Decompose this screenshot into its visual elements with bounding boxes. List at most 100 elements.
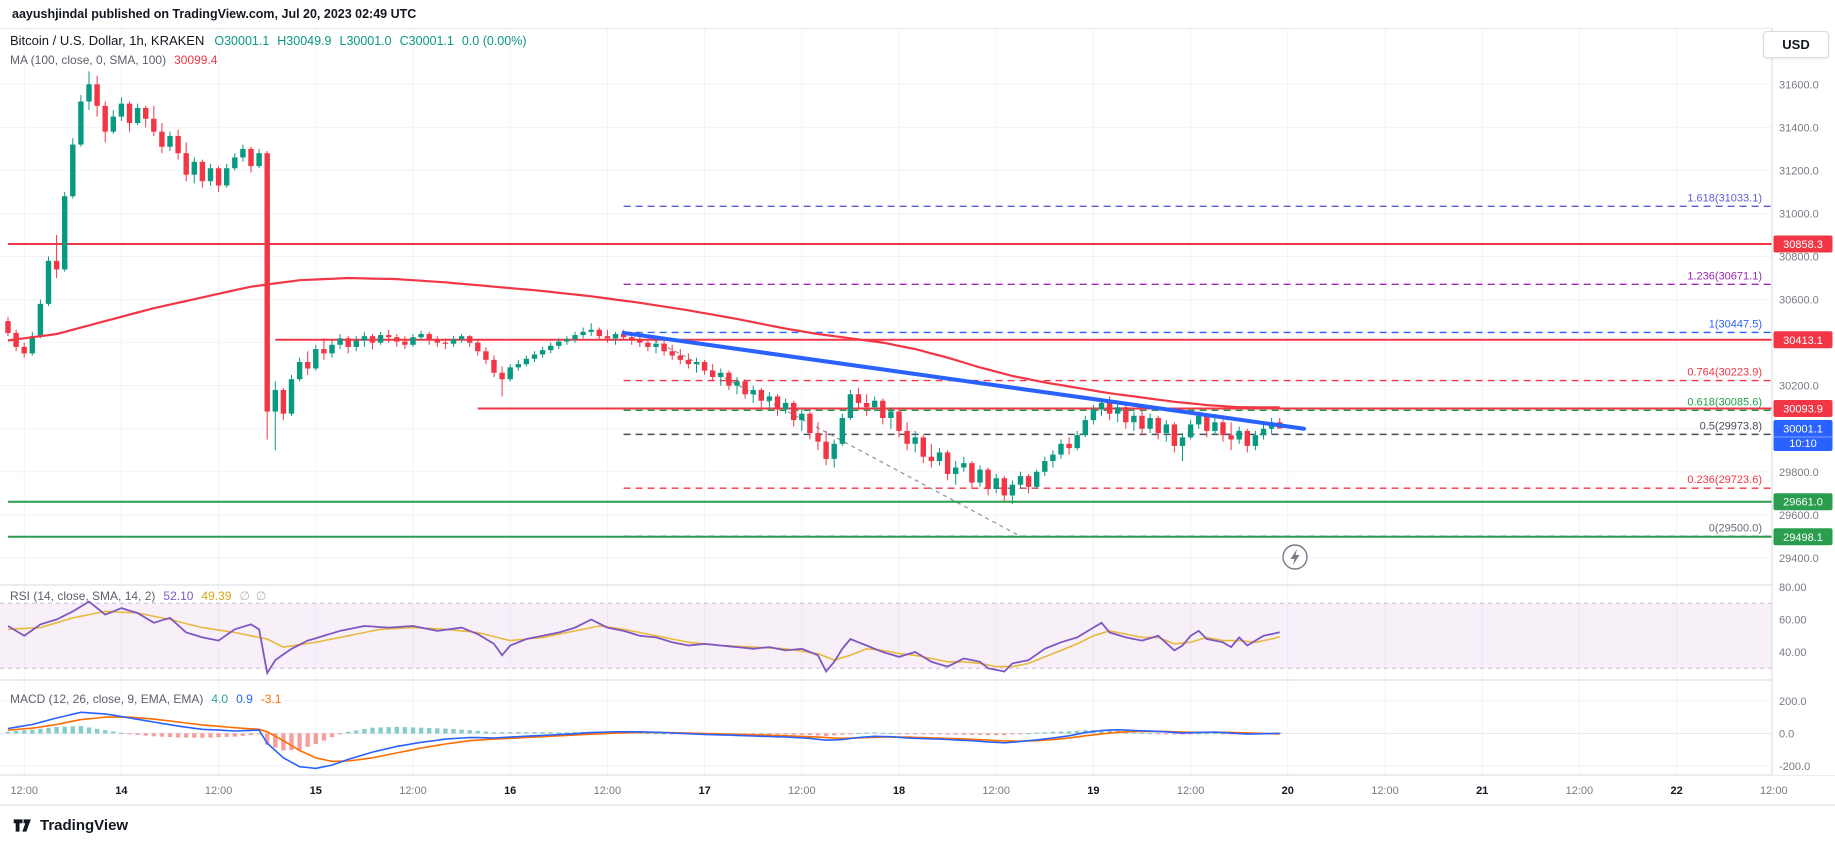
time-tick: 12:00 bbox=[594, 785, 622, 797]
time-tick: 17 bbox=[698, 785, 710, 797]
realtime-button[interactable] bbox=[1282, 544, 1308, 570]
macd-hist-value: 4.0 bbox=[211, 692, 229, 706]
macd-signal-line bbox=[7, 716, 1280, 763]
price-tag bbox=[1773, 493, 1833, 511]
rsi-line bbox=[7, 600, 1280, 676]
ohlc-low: L30001.0 bbox=[339, 34, 392, 48]
price-scale-drag-area[interactable] bbox=[1772, 28, 1835, 775]
fib-level-label-1.236: 1.236(30671.1) bbox=[1687, 270, 1762, 282]
macd-line-value: 0.9 bbox=[236, 692, 253, 706]
price-tick: 30200.0 bbox=[1779, 381, 1819, 393]
price-tag bbox=[1773, 235, 1833, 253]
price-tick: 31600.0 bbox=[1779, 79, 1819, 91]
current-price-label: 30001.1 bbox=[1783, 423, 1823, 435]
price-tick: 29400.0 bbox=[1779, 553, 1819, 565]
price-tag bbox=[1773, 331, 1833, 349]
macd-histogram bbox=[5, 726, 1282, 751]
rsi-tick: 40.00 bbox=[1779, 647, 1807, 659]
rsi-ma-line bbox=[7, 610, 1280, 668]
time-tick: 22 bbox=[1670, 785, 1682, 797]
ohlc-high: H30049.9 bbox=[277, 34, 332, 48]
currency-usd-button[interactable]: USD bbox=[1763, 31, 1829, 58]
rsi-value: 52.10 bbox=[163, 589, 194, 603]
bar-countdown: 10:10 bbox=[1789, 438, 1817, 450]
time-tick: 12:00 bbox=[982, 785, 1010, 797]
price-tick: 31400.0 bbox=[1779, 122, 1819, 134]
macd-legend-label[interactable]: MACD (12, 26, close, 9, EMA, EMA) bbox=[10, 692, 204, 706]
fib-level-label-0: 0(29500.0) bbox=[1709, 522, 1762, 534]
level-lines[interactable] bbox=[8, 242, 1772, 538]
attribution-bar: aayushjindal published on TradingView.co… bbox=[0, 0, 1835, 28]
price-tick: 30600.0 bbox=[1779, 295, 1819, 307]
change-value: 0.0 (0.00%) bbox=[461, 34, 527, 48]
time-tick: 15 bbox=[310, 785, 322, 797]
fib-level-label-0.5: 0.5(29973.8) bbox=[1700, 420, 1762, 432]
macd-tick: 200.0 bbox=[1779, 696, 1807, 708]
candlestick-series bbox=[5, 71, 1283, 505]
time-tick: 14 bbox=[115, 785, 128, 797]
time-tick: 21 bbox=[1476, 785, 1488, 797]
fib-level-label-0.764: 0.764(30223.9) bbox=[1687, 367, 1762, 379]
tradingview-logo-icon[interactable] bbox=[12, 815, 33, 836]
pane-separators bbox=[0, 27, 1835, 806]
current-price-tag bbox=[1773, 419, 1833, 451]
time-tick: 20 bbox=[1282, 785, 1294, 797]
attribution-text: aayushjindal published on TradingView.co… bbox=[12, 7, 417, 21]
fib-level-label-0.618: 0.618(30085.6) bbox=[1687, 396, 1762, 408]
time-tick: 12:00 bbox=[399, 785, 427, 797]
time-tick: 18 bbox=[893, 785, 905, 797]
tradingview-brand[interactable]: TradingView bbox=[40, 817, 129, 834]
symbol-legend[interactable]: Bitcoin / U.S. Dollar, 1h, KRAKEN O30001.… bbox=[10, 33, 526, 48]
price-tag-label: 29661.0 bbox=[1783, 497, 1823, 509]
fib-level-label-0.236: 0.236(29723.6) bbox=[1687, 474, 1762, 486]
fib-retracement[interactable]: 1.618(31033.1) 1.236(30671.1) 1(30447.5) 0.… bbox=[623, 192, 1772, 538]
time-tick: 12:00 bbox=[1566, 785, 1594, 797]
time-tick: 19 bbox=[1087, 785, 1099, 797]
time-tick: 12:00 bbox=[1371, 785, 1399, 797]
time-axis-drag-area[interactable] bbox=[0, 775, 1835, 805]
time-tick: 12:00 bbox=[1177, 785, 1205, 797]
footer-bar: TradingView bbox=[0, 806, 1835, 845]
fib-level-label-1: 1(30447.5) bbox=[1709, 318, 1762, 330]
price-scale: 31600.0 31400.0 31200.0 31000.0 30800.0 30600… bbox=[1771, 28, 1835, 775]
ma-legend-value: 30099.4 bbox=[174, 53, 218, 67]
rsi-legend-label[interactable]: RSI (14, close, SMA, 14, 2) bbox=[10, 589, 156, 603]
time-tick: 12:00 bbox=[788, 785, 816, 797]
rsi-sma-value: 49.39 bbox=[201, 589, 232, 603]
ma-legend[interactable]: MA (100, close, 0, SMA, 100) 30099.4 bbox=[10, 53, 217, 67]
time-axis: 12:00 14 12:00 15 12:00 16 12:00 17 12:00 18 12:00… bbox=[0, 775, 1835, 805]
price-tick: 29600.0 bbox=[1779, 510, 1819, 522]
price-tick: 29800.0 bbox=[1779, 467, 1819, 479]
time-tick: 16 bbox=[504, 785, 516, 797]
ma100-line bbox=[7, 276, 1280, 409]
time-tick: 12:00 bbox=[10, 785, 38, 797]
symbol-title[interactable]: Bitcoin / U.S. Dollar, 1h, KRAKEN bbox=[10, 33, 205, 48]
macd-tick: 0.0 bbox=[1779, 728, 1794, 740]
descending-trendline[interactable] bbox=[621, 330, 1306, 431]
time-tick: 12:00 bbox=[205, 785, 233, 797]
price-tick: 31000.0 bbox=[1779, 208, 1819, 220]
macd-tick: -200.0 bbox=[1779, 761, 1810, 773]
ohlc-close: C30001.1 bbox=[399, 34, 454, 48]
rsi-tick: 60.00 bbox=[1779, 615, 1807, 627]
time-tick: 12:00 bbox=[1760, 785, 1788, 797]
lightning-icon bbox=[1290, 549, 1300, 565]
price-tick: 31200.0 bbox=[1779, 165, 1819, 177]
ohlc-open: O30001.1 bbox=[214, 34, 270, 48]
macd-signal-value: -3.1 bbox=[260, 692, 282, 706]
price-tag-label: 30858.3 bbox=[1783, 239, 1823, 251]
ma-legend-label[interactable]: MA (100, close, 0, SMA, 100) bbox=[10, 53, 167, 67]
macd-line bbox=[7, 711, 1280, 770]
price-tick: 30800.0 bbox=[1779, 252, 1819, 264]
rsi-band bbox=[0, 602, 1772, 669]
rsi-legend[interactable]: RSI (14, close, SMA, 14, 2) 52.10 49.39 ∅ ∅ bbox=[10, 589, 272, 603]
rsi-tick: 80.00 bbox=[1779, 582, 1807, 594]
rsi-hidden-value-2: ∅ bbox=[255, 589, 267, 603]
macd-legend[interactable]: MACD (12, 26, close, 9, EMA, EMA) 4.0 0.9-… bbox=[10, 692, 281, 706]
price-tag bbox=[1773, 528, 1833, 546]
price-tag-label: 30093.9 bbox=[1783, 404, 1823, 416]
price-tag-label: 29498.1 bbox=[1783, 532, 1823, 544]
fib-level-label-1.618: 1.618(31033.1) bbox=[1687, 192, 1762, 204]
